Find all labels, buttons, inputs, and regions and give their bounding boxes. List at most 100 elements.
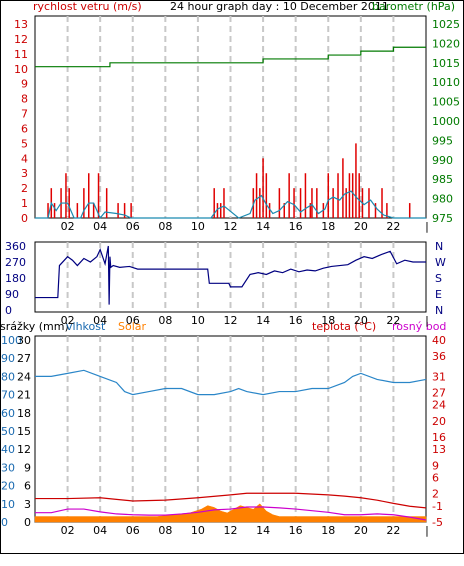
y-tick-left: 90 (5, 288, 19, 301)
y-tick-left: 0 (5, 304, 12, 317)
y-tick-right: 1005 (432, 96, 460, 109)
x-tick-label: | (425, 314, 429, 327)
x-tick-label: 02 (61, 314, 75, 327)
x-tick-label: 12 (224, 314, 238, 327)
y-tick-temperature: 2 (432, 488, 439, 501)
y-tick-humidity: 21 (17, 389, 31, 402)
x-tick-label: 12 (224, 220, 238, 233)
x-tick-label: 04 (93, 220, 107, 233)
y-tick-left: 9 (21, 78, 28, 91)
y-tick-rain: 20 (1, 480, 15, 493)
y-tick-right: 990 (432, 154, 453, 167)
x-tick-label: 22 (386, 314, 400, 327)
x-tick-label: 06 (126, 524, 140, 537)
series-humidity (35, 369, 427, 396)
y-tick-humidity: 30 (17, 334, 31, 347)
y-tick-humidity: 6 (24, 480, 31, 493)
y-tick-left: 13 (14, 18, 28, 31)
y-tick-rain: 10 (1, 498, 15, 511)
y-tick-right: 1020 (432, 37, 460, 50)
y-tick-humidity: 27 (17, 352, 31, 365)
x-tick-label: 18 (321, 220, 335, 233)
y-tick-rain: 0 (1, 516, 8, 529)
graph-title: 24 hour graph day : 10 December 2011 (170, 0, 389, 13)
y-tick-temperature: 24 (432, 399, 446, 412)
y-tick-temperature: 16 (432, 431, 446, 444)
series-barometer (35, 46, 426, 68)
y-tick-temperature: -1 (432, 500, 443, 513)
y-tick-left: 180 (5, 272, 26, 285)
series-dewpoint (35, 506, 427, 521)
y-tick-left: 360 (5, 240, 26, 253)
y-tick-left: 10 (14, 63, 28, 76)
y-tick-right: 980 (432, 193, 453, 206)
y-tick-humidity: 24 (17, 370, 31, 383)
y-tick-left: 8 (21, 93, 28, 106)
y-tick-left: 12 (14, 33, 28, 46)
y-tick-left: 0 (21, 212, 28, 225)
y-tick-left: 7 (21, 108, 28, 121)
y-tick-right: W (435, 256, 446, 269)
y-tick-right: 985 (432, 173, 453, 186)
wind-pressure-panel: 02 04 06 08 10 12 14 16 18 20 22 |01234567891011121… (14, 15, 460, 233)
x-tick-label: 02 (61, 524, 75, 537)
legend-item: teplota (°C) (312, 320, 376, 333)
x-tick-label: 18 (321, 314, 335, 327)
x-tick-label: 20 (354, 524, 368, 537)
y-tick-temperature: 31 (432, 370, 446, 383)
y-tick-right: 995 (432, 134, 453, 147)
x-tick-label: 08 (158, 220, 172, 233)
x-tick-label: 20 (354, 314, 368, 327)
y-tick-rain: 80 (1, 370, 15, 383)
series-wind-direction (35, 245, 426, 305)
x-tick-label: 04 (93, 314, 107, 327)
x-tick-label: 20 (354, 220, 368, 233)
y-tick-left: 4 (21, 152, 28, 165)
y-tick-rain: 100 (1, 334, 22, 347)
y-tick-humidity: 9 (24, 461, 31, 474)
legend-item: Solar (118, 320, 147, 333)
y-tick-left: 5 (21, 137, 28, 150)
wind-axis-label: rychlost vetru (m/s) (33, 0, 142, 13)
x-tick-label: 16 (289, 314, 303, 327)
y-tick-humidity: 12 (17, 443, 31, 456)
y-tick-left: 3 (21, 167, 28, 180)
y-tick-right: N (435, 240, 443, 253)
y-tick-humidity: 15 (17, 425, 31, 438)
x-tick-label: 10 (191, 524, 205, 537)
y-tick-rain: 60 (1, 407, 15, 420)
y-tick-humidity: 18 (17, 407, 31, 420)
y-tick-rain: 30 (1, 461, 15, 474)
legend-item: rosný bod (392, 320, 446, 333)
y-tick-rain: 90 (1, 352, 15, 365)
y-tick-rain: 40 (1, 443, 15, 456)
x-tick-label: 10 (191, 220, 205, 233)
x-tick-label: 06 (126, 220, 140, 233)
y-tick-right: E (435, 288, 442, 301)
x-tick-label: 06 (126, 314, 140, 327)
y-tick-temperature: 27 (432, 387, 446, 400)
y-tick-right: 1015 (432, 57, 460, 70)
x-tick-label: 02 (61, 220, 75, 233)
y-tick-temperature: 9 (432, 459, 439, 472)
x-tick-label: 12 (224, 524, 238, 537)
y-tick-right: S (435, 272, 442, 285)
y-tick-humidity: 0 (24, 516, 31, 529)
x-tick-label: 16 (289, 220, 303, 233)
x-tick-label: 04 (93, 524, 107, 537)
y-tick-temperature: 36 (432, 350, 446, 363)
x-tick-label: 10 (191, 314, 205, 327)
x-tick-label: 08 (158, 314, 172, 327)
y-tick-right: 1025 (432, 18, 460, 31)
x-tick-label: 08 (158, 524, 172, 537)
x-tick-label: 22 (386, 220, 400, 233)
y-tick-humidity: 3 (24, 498, 31, 511)
y-tick-rain: 70 (1, 389, 15, 402)
y-tick-left: 2 (21, 182, 28, 195)
y-tick-left: 6 (21, 122, 28, 135)
y-tick-right: 975 (432, 212, 453, 225)
x-tick-label: | (425, 220, 429, 233)
x-tick-label: 14 (256, 314, 270, 327)
